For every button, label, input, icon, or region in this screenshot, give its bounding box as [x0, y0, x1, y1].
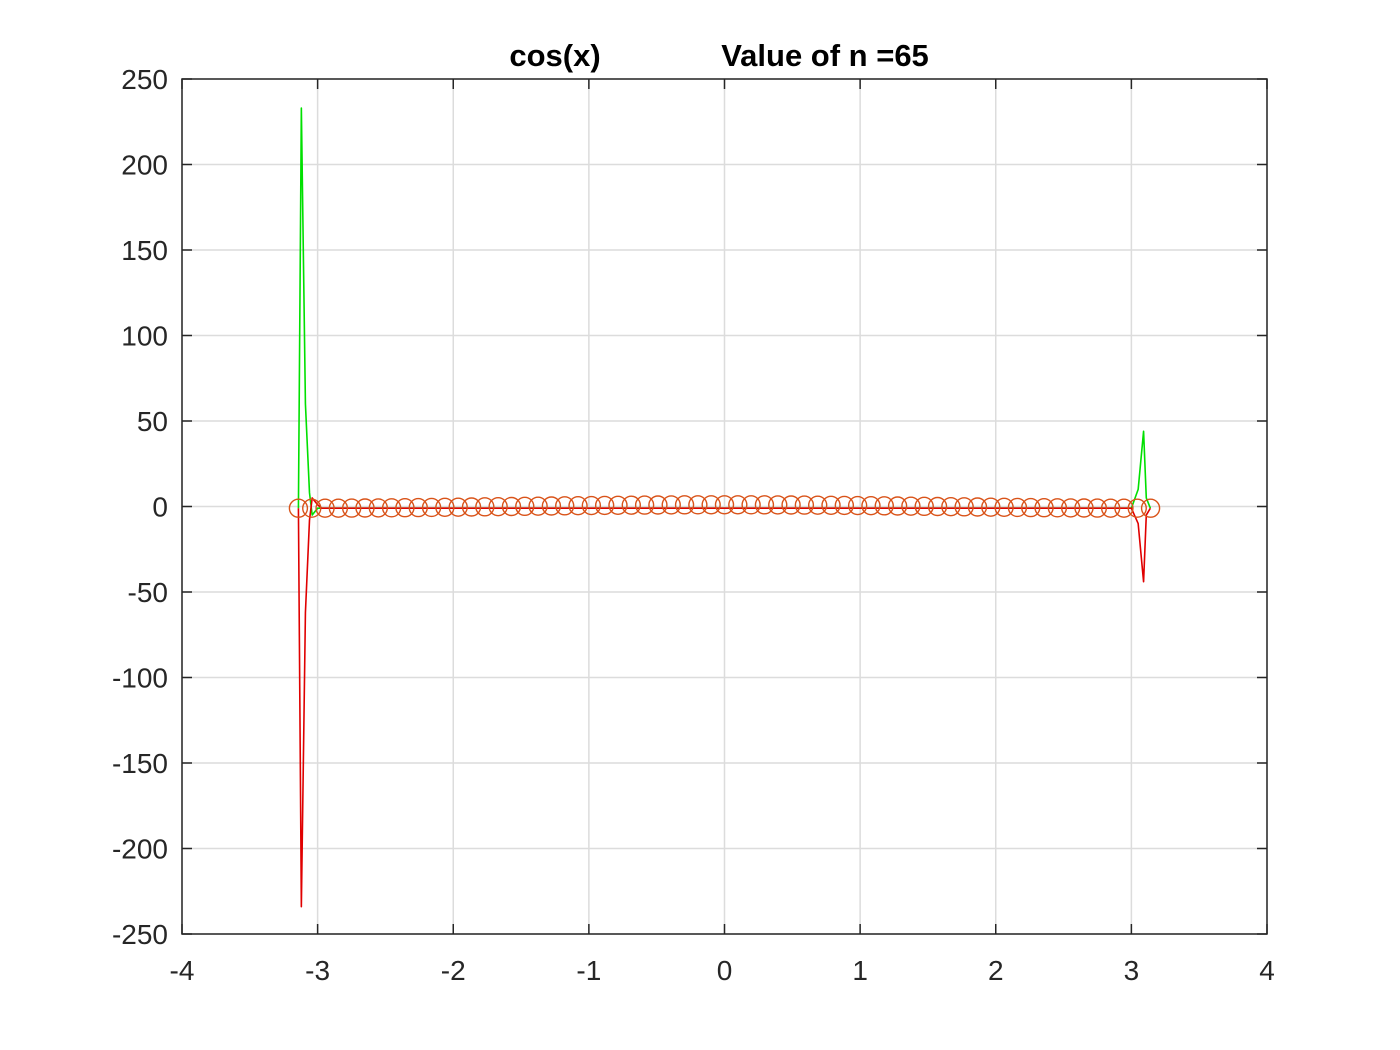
data-point-marker	[555, 496, 575, 516]
y-tick-label: 0	[152, 492, 168, 523]
data-point-marker	[634, 495, 655, 515]
chart-title-n-value: Value of n =65	[721, 38, 929, 73]
data-point-marker	[1140, 498, 1161, 518]
data-point-marker	[834, 495, 855, 516]
data-point-marker	[794, 495, 815, 515]
data-point-marker	[927, 496, 948, 517]
data-point-marker	[1021, 497, 1041, 518]
data-point-marker	[581, 495, 602, 516]
y-tick-label: 250	[121, 64, 168, 95]
data-point-marker	[594, 495, 615, 516]
data-point-marker	[355, 498, 375, 518]
data-point-marker	[1007, 497, 1028, 518]
data-point-marker	[874, 496, 894, 516]
x-tick-labels: -4 -3 -2 -1 0 1 2 3 4	[170, 955, 1275, 986]
data-point-marker	[754, 495, 775, 515]
x-tick-label: 4	[1259, 955, 1275, 986]
data-point-marker	[1074, 498, 1094, 518]
y-tick-label: 100	[121, 321, 168, 352]
data-point-marker	[488, 496, 508, 517]
y-tick-label: -250	[112, 919, 168, 950]
y-tick-label: -100	[112, 663, 168, 694]
data-point-marker	[408, 497, 428, 518]
data-point-marker	[461, 497, 482, 517]
data-point-marker	[515, 496, 535, 517]
data-point-marker	[808, 495, 828, 515]
data-point-marker	[621, 495, 641, 515]
data-point-marker	[448, 497, 468, 517]
data-point-marker	[967, 497, 988, 517]
series-line-1	[297, 107, 1152, 516]
data-point-marker	[328, 498, 349, 518]
data-point-marker	[954, 497, 974, 517]
x-tick-label: 3	[1124, 955, 1140, 986]
plot-area	[288, 107, 1161, 908]
data-point-marker	[1100, 498, 1121, 518]
data-point-marker	[701, 495, 721, 515]
x-tick-label: -2	[441, 955, 466, 986]
data-point-marker	[741, 495, 761, 515]
data-point-marker	[475, 497, 495, 517]
data-point-marker	[541, 496, 562, 516]
data-point-marker	[994, 497, 1014, 518]
y-tick-label: -150	[112, 748, 168, 779]
data-point-marker	[847, 495, 868, 516]
data-point-marker	[1047, 498, 1068, 518]
data-point-marker	[368, 498, 389, 518]
data-point-marker	[901, 496, 921, 516]
y-tick-label: 200	[121, 150, 168, 181]
x-tick-label: -1	[576, 955, 601, 986]
data-point-marker	[1060, 498, 1081, 518]
x-tick-label: 2	[988, 955, 1004, 986]
data-point-marker	[395, 498, 415, 518]
x-tick-label: -3	[305, 955, 330, 986]
data-point-marker	[501, 496, 522, 517]
data-point-marker	[861, 495, 881, 516]
data-point-marker	[768, 495, 788, 515]
data-point-marker	[821, 495, 841, 515]
data-point-marker	[981, 497, 1001, 517]
data-point-marker	[1087, 498, 1108, 518]
x-tick-label: 0	[717, 955, 733, 986]
data-point-marker	[302, 498, 322, 518]
data-point-marker	[648, 495, 668, 515]
data-point-marker	[728, 495, 748, 515]
data-point-marker	[421, 497, 442, 518]
data-point-marker	[568, 495, 588, 516]
data-point-marker	[1034, 498, 1054, 518]
data-point-marker	[1127, 498, 1147, 518]
data-point-marker	[688, 495, 708, 515]
y-tick-label: 50	[137, 406, 168, 437]
data-point-marker	[608, 495, 628, 515]
x-tick-label: 1	[852, 955, 868, 986]
data-point-marker	[341, 498, 362, 518]
data-point-marker	[381, 498, 402, 518]
data-point-marker	[781, 495, 801, 515]
tick-marks	[181, 78, 1268, 935]
data-point-marker	[1114, 498, 1134, 518]
data-point-marker	[714, 495, 735, 515]
y-tick-label: 150	[121, 235, 168, 266]
data-point-marker	[528, 496, 548, 516]
series-line-2	[297, 497, 1152, 908]
data-point-marker	[914, 496, 934, 517]
chart-title-function: cos(x)	[509, 38, 600, 73]
data-point-marker	[941, 496, 961, 517]
data-point-marker	[661, 495, 681, 515]
y-tick-label: -50	[128, 577, 168, 608]
data-point-marker	[887, 496, 908, 516]
y-tick-label: -200	[112, 834, 168, 865]
data-point-marker	[435, 497, 455, 518]
data-point-marker	[315, 498, 335, 518]
data-point-marker	[288, 498, 309, 518]
data-point-marker	[674, 495, 695, 515]
y-tick-labels: 250 200 150 100 50 0 -50 -100 -150 -200 -250	[112, 64, 168, 950]
x-tick-label: -4	[170, 955, 195, 986]
